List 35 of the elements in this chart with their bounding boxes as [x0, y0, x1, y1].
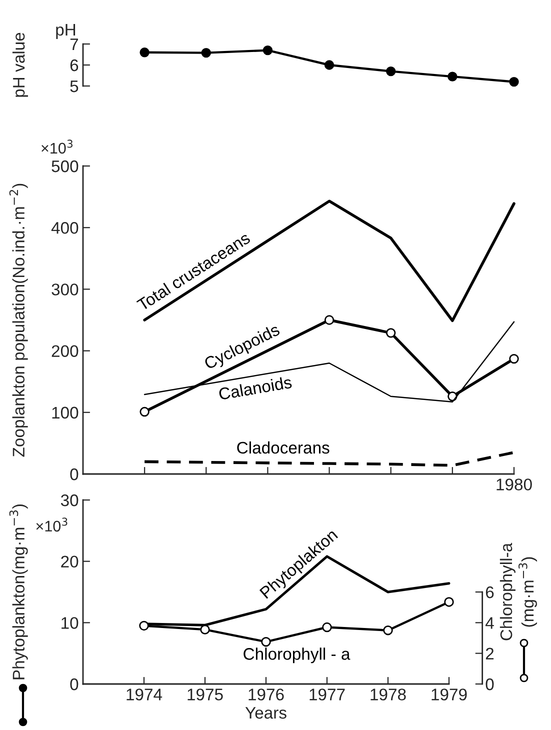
- y2-tick-label: 4: [485, 617, 494, 629]
- x-tick-label: 1977: [310, 688, 345, 700]
- text: pH: [56, 24, 76, 39]
- y-tick-label: 200: [52, 345, 78, 358]
- y2-tick-label: 2: [486, 648, 494, 660]
- text: ×10$^{3}$: [36, 518, 68, 532]
- x-tick-label: 1975: [188, 688, 223, 700]
- y-tick-label: 6: [70, 59, 78, 72]
- y-tick-label: 5: [70, 80, 78, 92]
- y-tick-label: 500: [52, 160, 78, 172]
- y-tick-label: 10: [62, 617, 78, 629]
- text: Calanoids: [218, 376, 292, 400]
- series-label: Cladocerans: [237, 441, 330, 454]
- y-axis-title: pH value: [12, 32, 28, 97]
- y-tick-label: 400: [51, 222, 78, 234]
- y-tick-label: 0: [70, 678, 78, 690]
- x-tick-label: 1976: [248, 688, 284, 700]
- text: ×10$^{3}$: [42, 140, 72, 154]
- y-tick-label: 0: [70, 468, 78, 480]
- x-tick-label: 1980: [496, 478, 532, 490]
- y-tick-label: 20: [61, 556, 78, 568]
- y2-axis-title: Chlorophyll-a (mg·m$^{−3}$): [500, 542, 537, 640]
- x-tick-label: 1979: [432, 688, 467, 700]
- y-tick-label: 30: [60, 494, 78, 506]
- y-axis-title: Zooplankton population(No.ind.·m$^{−2}$): [9, 184, 28, 457]
- x-axis-title: Years: [245, 707, 286, 719]
- y2-tick-label: 6: [486, 586, 494, 598]
- y-tick-label: 7: [70, 38, 78, 50]
- y-axis-title: Phytoplankton(mg·m$^{−3}$): [9, 504, 28, 680]
- series-label: Chlorophyll - a: [244, 648, 350, 664]
- x-tick-label: 1974: [126, 688, 162, 700]
- y2-tick-label: 0: [486, 678, 494, 690]
- y-tick-label: 300: [52, 284, 78, 296]
- x-tick-label: 1978: [370, 688, 406, 700]
- y-tick-label: 100: [52, 406, 78, 419]
